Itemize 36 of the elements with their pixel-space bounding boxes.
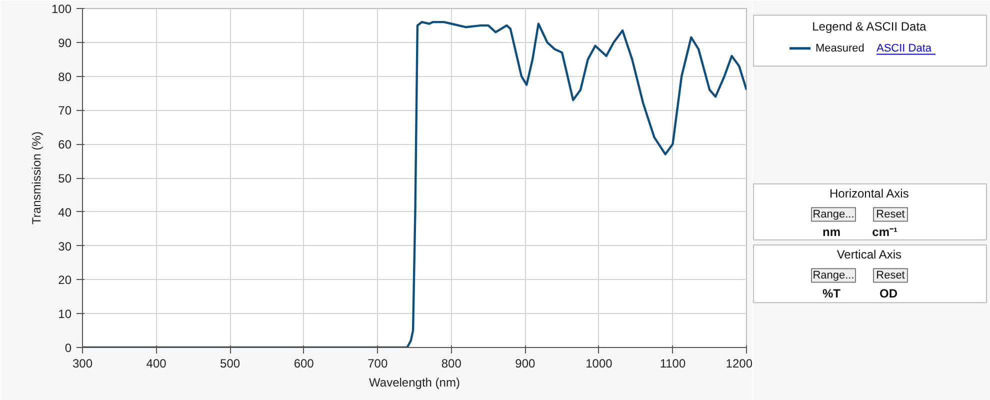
text: %T [822, 286, 842, 300]
y-axis-title: Transmission (%) [29, 132, 44, 224]
x-tick-label: 500 [220, 356, 240, 370]
y-tick-label: 50 [58, 172, 72, 186]
legend-title: Legend & ASCII Data [812, 19, 927, 34]
y-tick-label: 20 [58, 273, 72, 288]
x-tick-label: 900 [515, 356, 536, 370]
x-tick-label: 1000 [586, 356, 613, 370]
text: Horizontal Axis [829, 186, 909, 200]
x-tick-label: 1200 [726, 356, 753, 370]
x-tick-label: 600 [294, 356, 314, 370]
y-tick-label: 40 [58, 205, 72, 220]
y-tick-label: 70 [58, 104, 72, 118]
x-tick-label: 1100 [660, 356, 686, 370]
text: nm [822, 225, 840, 240]
y-tick-label: 0 [64, 341, 72, 355]
y-tick-label: 80 [58, 70, 72, 84]
text: cm⁻¹ [872, 225, 898, 240]
x-axis-title: Wavelength (nm) [369, 376, 460, 390]
text: OD [880, 286, 898, 300]
legend-label: Measured [816, 42, 864, 54]
text: Vertical Axis [836, 247, 902, 262]
text: Range... [812, 269, 854, 282]
y-tick-label: 90 [58, 36, 72, 50]
x-tick-label: 800 [441, 356, 462, 370]
y-tick-label: 60 [58, 138, 72, 152]
x-tick-label: 400 [146, 356, 167, 370]
x-tick-label: 300 [72, 356, 93, 370]
text: Reset [876, 269, 905, 282]
text: ASCII Data [876, 42, 932, 54]
text: Range... [812, 208, 854, 220]
y-tick-label: 100 [51, 2, 72, 16]
y-tick-label: 10 [58, 307, 72, 322]
text: Reset [876, 208, 905, 220]
x-tick-label: 700 [368, 356, 388, 370]
y-tick-label: 30 [58, 239, 72, 254]
